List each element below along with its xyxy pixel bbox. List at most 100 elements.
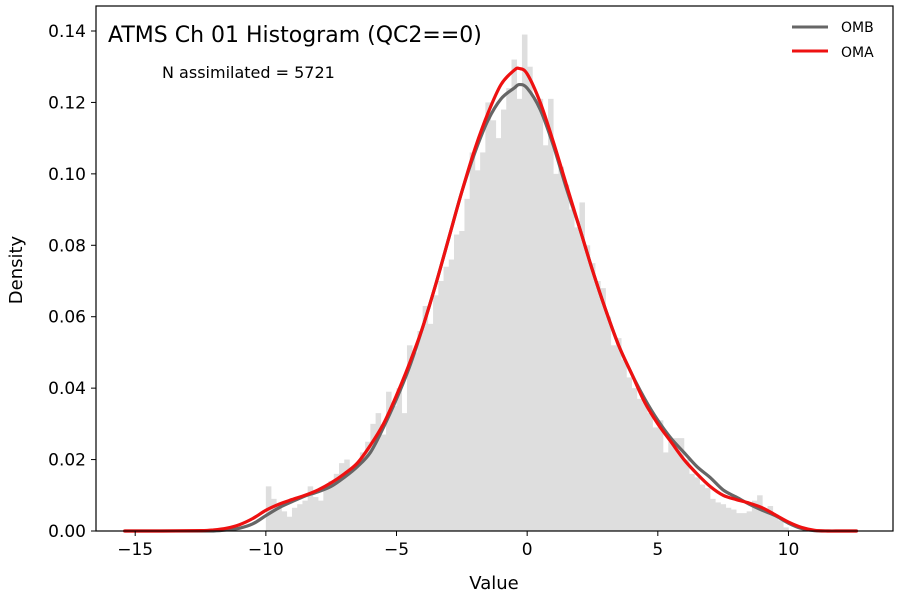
histogram-bar xyxy=(584,245,591,532)
histogram-bar xyxy=(485,102,491,532)
histogram-bar xyxy=(312,497,319,531)
x-tick-label: 10 xyxy=(778,540,800,560)
legend-omb-label: OMB xyxy=(841,20,874,36)
histogram-bar xyxy=(521,34,528,531)
histogram-bar xyxy=(454,234,460,531)
y-tick-label: 0.14 xyxy=(48,22,86,42)
histogram-bar xyxy=(548,98,554,532)
y-tick-label: 0.02 xyxy=(48,451,86,471)
y-axis-label: Density xyxy=(6,235,27,304)
y-tick-label: 0.04 xyxy=(48,379,86,399)
histogram-bar xyxy=(527,66,533,532)
histogram-bar xyxy=(595,281,601,531)
histogram-bar xyxy=(359,452,366,531)
histogram-bar xyxy=(642,402,648,531)
histogram-bar xyxy=(532,98,538,532)
histogram-bar xyxy=(297,504,303,531)
histogram-bar xyxy=(600,288,606,531)
histogram-bar xyxy=(668,441,674,531)
histogram-bar xyxy=(537,98,544,532)
histogram-bar xyxy=(511,59,518,531)
histogram-bar xyxy=(778,520,784,531)
histogram-bar xyxy=(757,495,763,531)
y-axis-ticks: 0.00 0.02 0.04 0.06 0.08 0.10 0.12 0.14 xyxy=(48,22,96,542)
histogram-bar xyxy=(710,498,716,531)
histogram-bar xyxy=(406,345,413,531)
histogram-bar xyxy=(281,511,288,531)
histogram-bar xyxy=(516,98,523,532)
series-line-omb xyxy=(123,82,859,533)
histogram-bar xyxy=(631,388,638,531)
histogram-bar xyxy=(574,227,580,531)
histogram-bar xyxy=(751,500,758,531)
legend-oma-label: OMA xyxy=(841,45,874,61)
histogram-bar xyxy=(715,502,721,531)
histogram-bar xyxy=(302,500,308,531)
histogram-bar xyxy=(380,434,387,531)
histogram-bar xyxy=(480,152,486,531)
histogram-bar xyxy=(323,488,329,531)
y-tick-label: 0.06 xyxy=(48,308,86,328)
histogram-bar xyxy=(291,507,298,531)
histogram-bar xyxy=(276,507,282,531)
histogram-bar xyxy=(762,509,768,531)
histogram-bar xyxy=(318,500,324,531)
x-tick-label: −10 xyxy=(248,540,284,560)
histogram-bar xyxy=(490,120,497,531)
histogram-bar xyxy=(704,488,711,531)
series-line-oma xyxy=(123,66,859,533)
histogram-bar xyxy=(563,184,570,531)
histogram-bar xyxy=(579,202,585,531)
n-assimilated-annotation: N assimilated = 5721 xyxy=(162,63,335,82)
histogram-bar xyxy=(678,438,685,531)
histogram-bar xyxy=(464,198,470,532)
plot-frame xyxy=(95,5,894,532)
histogram-bar xyxy=(657,420,664,531)
histogram-bar xyxy=(344,459,350,531)
y-tick-label: 0.12 xyxy=(48,93,86,113)
histogram-bar xyxy=(506,88,512,531)
histogram-bar xyxy=(725,507,732,531)
histogram-bar xyxy=(417,331,423,531)
histogram-bar xyxy=(370,423,376,531)
histogram-bar xyxy=(568,209,575,531)
legend: OMB OMA xyxy=(792,20,874,61)
histogram-bar xyxy=(386,391,392,531)
histogram-bar xyxy=(767,506,774,531)
histogram-bar xyxy=(433,295,439,531)
histogram-bar xyxy=(286,516,293,531)
x-axis-ticks: −15 −10 −5 0 5 10 xyxy=(117,531,799,560)
histogram-bar xyxy=(391,406,397,531)
chart-title: ATMS Ch 01 Histogram (QC2==0) xyxy=(108,23,482,48)
histogram-bar xyxy=(339,463,345,531)
histogram-bar xyxy=(772,514,779,531)
histogram-bar xyxy=(610,345,617,531)
histogram-bar xyxy=(652,427,659,531)
histogram-bar xyxy=(375,413,382,531)
density-curves xyxy=(123,66,859,533)
histogram-bar xyxy=(365,441,371,531)
histogram-bar xyxy=(720,504,727,531)
histogram-bar xyxy=(730,509,737,531)
histogram-bar xyxy=(307,486,314,531)
histogram-bar xyxy=(333,473,340,531)
histogram-bar xyxy=(683,459,690,531)
histogram-bar xyxy=(495,138,502,531)
y-tick-label: 0.08 xyxy=(48,236,86,256)
histogram-bar xyxy=(412,352,418,531)
histogram-bar xyxy=(427,323,434,531)
histogram-bar xyxy=(542,145,549,532)
histogram-bar xyxy=(558,166,565,531)
histogram-bar xyxy=(663,452,669,531)
histogram-bar xyxy=(469,152,476,531)
x-tick-label: 0 xyxy=(522,540,533,560)
histogram-bar xyxy=(328,481,335,531)
histogram-bar xyxy=(699,484,706,531)
histogram-bar xyxy=(673,438,680,531)
histogram-bar xyxy=(443,266,450,531)
histogram-bar xyxy=(474,170,481,532)
histogram-bar xyxy=(501,109,507,531)
y-tick-label: 0.00 xyxy=(48,522,86,542)
histogram-bar xyxy=(746,511,753,531)
